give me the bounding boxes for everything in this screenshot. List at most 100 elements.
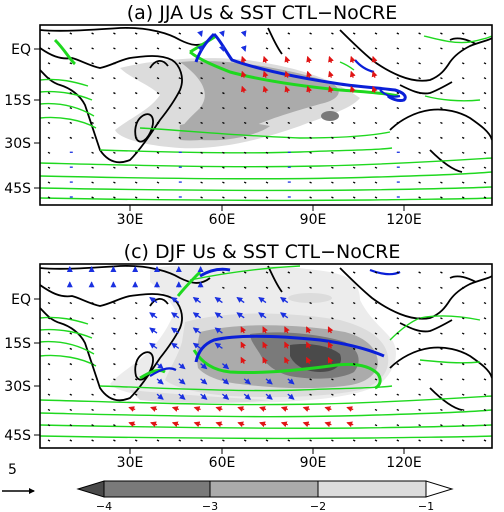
wind-vector: [461, 332, 465, 335]
wind-vector: [91, 166, 94, 169]
wind-vector: [440, 47, 443, 50]
wind-vector: [134, 151, 138, 154]
wind-vector: [243, 271, 247, 274]
wind-vector: [243, 378, 251, 385]
wind-vector: [221, 363, 230, 370]
wind-vector: [156, 151, 160, 154]
wind-vector: [352, 332, 356, 335]
wind-vector: [352, 378, 356, 381]
wind-vector: [222, 286, 225, 289]
wind-vector: [374, 393, 378, 396]
wind-vector: [461, 408, 465, 412]
wind-vector: [396, 106, 400, 110]
wind-vector: [324, 406, 332, 412]
wind-vector: [113, 47, 116, 50]
wind-vector: [418, 32, 421, 35]
wind-vector: [461, 136, 465, 139]
wind-vector: [47, 32, 51, 35]
wind-vector: [374, 286, 378, 289]
wind-vector: [192, 342, 201, 349]
wind-vector: [461, 424, 465, 427]
wind-vector: [309, 439, 312, 442]
wind-vector: [483, 439, 487, 442]
wind-vector: [284, 85, 291, 93]
wind-vector: [113, 32, 116, 35]
wind-vector: [222, 439, 225, 442]
wind-vector: [91, 317, 94, 320]
wind-vector: [306, 341, 312, 349]
wind-vector: [243, 196, 247, 199]
wind-vector: [69, 363, 73, 366]
wind-vector: [483, 408, 487, 412]
wind-vector: [47, 196, 51, 199]
wind-vector: [396, 62, 400, 65]
wind-vector: [134, 92, 138, 95]
wind-vector: [258, 312, 267, 319]
panel-a-xtick-120e: 120E: [386, 212, 422, 228]
wind-vector: [200, 151, 203, 154]
wind-vector: [243, 181, 247, 184]
wind-vector: [192, 312, 201, 319]
wind-vector: [128, 421, 136, 428]
wind-vector: [215, 406, 223, 412]
wind-vector: [374, 121, 378, 125]
colorbar-tick-neg1: −1: [418, 500, 434, 512]
wind-vector: [309, 378, 312, 381]
wind-vector: [461, 393, 465, 396]
panel-a-y-ticks: EQ 15S 30S 45S: [4, 42, 40, 197]
wind-vector: [200, 363, 208, 370]
wind-vector: [440, 151, 443, 154]
wind-vector: [200, 166, 203, 169]
wind-vector: [178, 439, 182, 442]
wind-vector: [134, 332, 138, 335]
wind-vector: [461, 378, 465, 381]
wind-vector: [461, 271, 465, 274]
wind-vector: [222, 106, 225, 110]
wind-vector: [483, 424, 487, 427]
panel-c-title: (c) DJF Us & SST CTL−NoCRE: [124, 241, 401, 263]
wind-vector: [156, 196, 160, 199]
wind-vector: [69, 106, 73, 110]
wind-vector: [331, 181, 334, 184]
wind-vector: [240, 45, 247, 52]
reference-vector: 5: [2, 462, 35, 494]
wind-vector: [309, 393, 312, 396]
wind-vector: [374, 301, 378, 305]
wind-vector: [170, 296, 180, 304]
wind-vector: [346, 421, 354, 428]
wind-vector: [240, 30, 247, 37]
wind-vector: [461, 77, 465, 80]
wind-vector: [331, 439, 334, 442]
wind-vector: [222, 166, 225, 169]
wind-vector: [309, 32, 312, 35]
wind-vector: [178, 62, 182, 65]
wind-vector: [69, 393, 73, 396]
wind-vector: [243, 151, 247, 154]
wind-vector: [113, 439, 116, 442]
wind-vector: [396, 439, 400, 442]
wind-vector: [47, 121, 51, 125]
wind-vector: [302, 406, 310, 412]
wind-vector: [200, 92, 203, 95]
wind-vector: [69, 136, 73, 139]
wind-vector: [440, 301, 443, 305]
wind-vector: [243, 166, 247, 169]
wind-vector: [197, 45, 203, 52]
wind-vector: [418, 347, 421, 350]
wind-vector: [328, 85, 334, 93]
wind-vector: [374, 424, 378, 427]
wind-vector: [483, 286, 487, 289]
wind-vector: [418, 196, 421, 199]
wind-vector: [440, 393, 443, 396]
wind-vector: [262, 55, 269, 64]
wind-vector: [461, 62, 465, 65]
wind-vector: [47, 151, 51, 154]
wind-vector: [47, 166, 51, 169]
wind-vector: [483, 62, 487, 65]
wind-vector: [396, 121, 400, 125]
wind-vector: [287, 136, 291, 139]
wind-vector: [113, 106, 116, 110]
wind-vector: [170, 327, 180, 334]
wind-vector: [192, 296, 201, 304]
wind-vector: [440, 332, 443, 335]
